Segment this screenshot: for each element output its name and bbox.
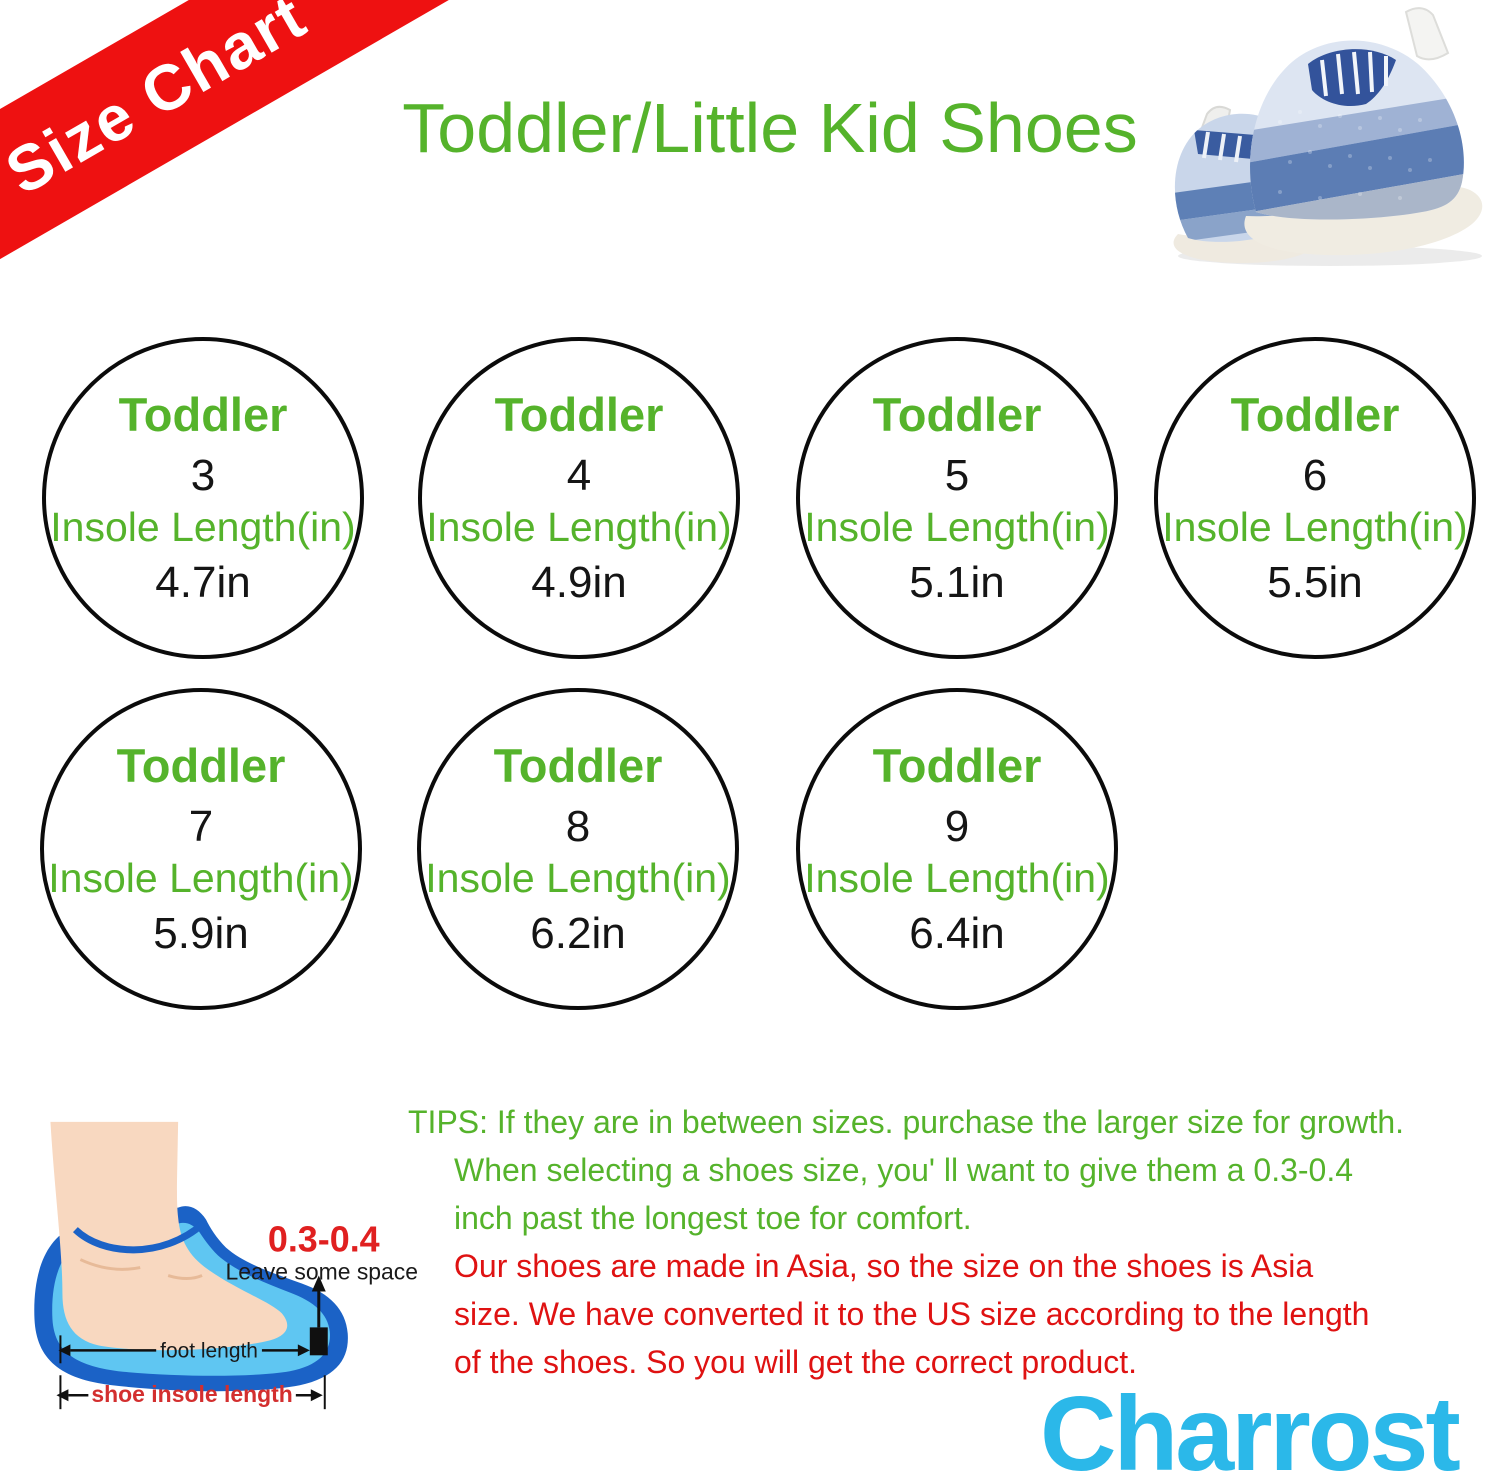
size-group-label: Toddler [493,739,663,793]
space-text-label: Leave some space [225,1259,418,1285]
size-group-label: Toddler [494,388,664,442]
size-circle-toddler-6: Toddler 6 Insole Length(in) 5.5in [1154,337,1476,659]
tips-line: inch past the longest toe for comfort. [454,1200,972,1236]
insole-value: 4.9in [531,558,627,608]
ankle-crease [167,1274,203,1280]
space-range-label: 0.3-0.4 [268,1219,380,1260]
arrow-head-icon [297,1344,310,1357]
measure-label: Insole Length(in) [804,504,1110,551]
foot-length-label: foot length [160,1339,258,1362]
measure-label: Insole Length(in) [48,855,354,902]
size-number: 9 [944,802,970,852]
ribbon-label: Size Chart [0,0,319,209]
size-circle-toddler-4: Toddler 4 Insole Length(in) 4.9in [418,337,740,659]
size-circle-toddler-5: Toddler 5 Insole Length(in) 5.1in [796,337,1118,659]
foot-measure-diagram: 0.3-0.4 Leave some space foot length sho… [34,1121,418,1410]
arrow-head-icon [58,1344,71,1357]
page-title: Toddler/Little Kid Shoes [402,89,1138,167]
size-circle-toddler-8: Toddler 8 Insole Length(in) 6.2in [417,688,739,1010]
size-number: 5 [944,451,970,501]
measure-label: Insole Length(in) [50,504,356,551]
insole-value: 4.7in [155,558,251,608]
sock-collar-edge [72,1220,206,1254]
size-group-label: Toddler [116,739,286,793]
size-chart-ribbon: Size Chart [0,0,527,346]
tips-line: of the shoes. So you will get the correc… [454,1344,1138,1380]
size-group-label: Toddler [1230,388,1400,442]
size-number: 7 [188,802,214,852]
insole-value: 6.4in [909,909,1005,959]
size-number: 8 [565,802,591,852]
front-shoe-pull-tab [1404,7,1450,61]
brand-logo: Charrost [1040,1375,1461,1479]
arrow-head-icon [56,1389,69,1402]
toe-space-marker [309,1327,328,1356]
tips-line: Our shoes are made in Asia, so the size … [454,1248,1314,1284]
measure-label: Insole Length(in) [425,855,731,902]
front-shoe [1244,7,1483,256]
product-photo-illustration [1173,7,1483,266]
insole-value: 6.2in [530,909,626,959]
measure-label: Insole Length(in) [1162,504,1468,551]
insole-value: 5.9in [153,909,249,959]
size-group-label: Toddler [872,739,1042,793]
size-group-label: Toddler [118,388,288,442]
arrow-head-icon [310,1389,323,1402]
insole-length-label: shoe insole length [91,1381,292,1407]
measure-label: Insole Length(in) [804,855,1110,902]
insole-value: 5.5in [1267,558,1363,608]
tips-line: size. We have converted it to the US siz… [454,1296,1370,1332]
size-number: 3 [190,451,216,501]
tips-line: When selecting a shoes size, you' ll wan… [454,1152,1354,1188]
size-number: 6 [1302,451,1328,501]
size-circle-toddler-7: Toddler 7 Insole Length(in) 5.9in [40,688,362,1010]
size-circle-toddler-9: Toddler 9 Insole Length(in) 6.4in [796,688,1118,1010]
size-group-label: Toddler [872,388,1042,442]
measure-label: Insole Length(in) [426,504,732,551]
space-arrow-head-icon [311,1275,326,1292]
size-circle-toddler-3: Toddler 3 Insole Length(in) 4.7in [42,337,364,659]
ankle-crease [79,1258,141,1271]
size-number: 4 [566,451,592,501]
tips-block: TIPS: If they are in between sizes. purc… [408,1098,1404,1386]
tips-line: TIPS: If they are in between sizes. purc… [408,1104,1405,1140]
insole-value: 5.1in [909,558,1005,608]
foot-leg [50,1121,288,1351]
